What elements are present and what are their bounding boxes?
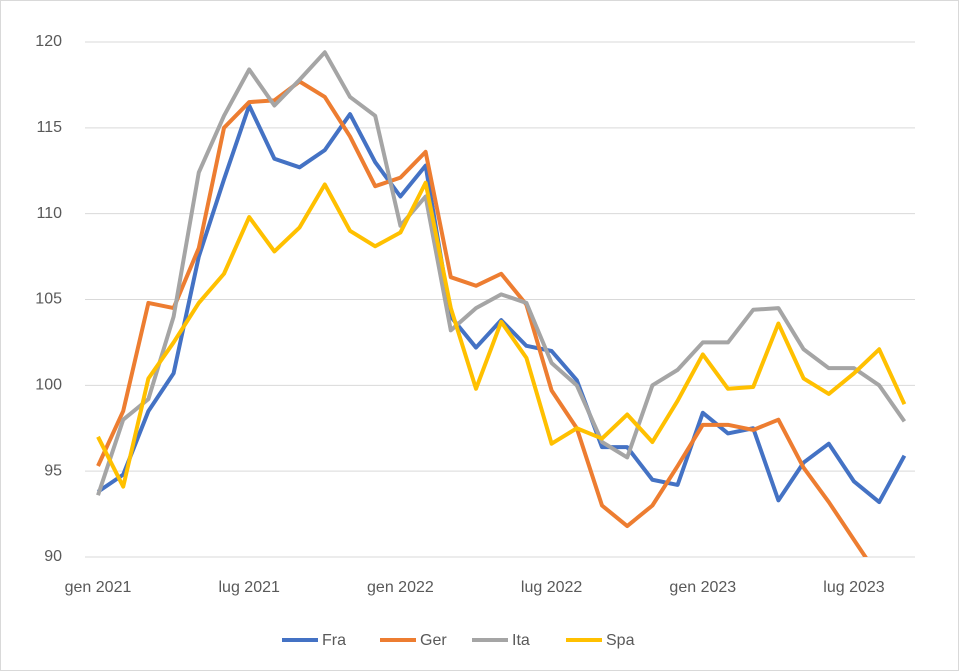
legend-label: Ger [420, 632, 447, 649]
legend-label: Ita [512, 632, 530, 649]
series-line [96, 180, 907, 489]
y-tick-label: 95 [44, 462, 62, 479]
x-tick-label: lug 2023 [823, 579, 884, 596]
series-group [96, 79, 868, 557]
legend-label: Spa [606, 632, 635, 649]
legend-label: Fra [322, 632, 346, 649]
y-tick-label: 90 [44, 548, 62, 565]
series-group [96, 180, 907, 489]
x-tick-label: gen 2021 [65, 579, 132, 596]
y-tick-label: 110 [36, 205, 62, 222]
series-line [96, 79, 868, 557]
y-tick-label: 120 [35, 33, 62, 50]
y-tick-label: 115 [36, 119, 62, 136]
x-tick-label: gen 2023 [669, 579, 736, 596]
x-tick-label: gen 2022 [367, 579, 434, 596]
series-line [96, 50, 907, 496]
y-tick-label: 105 [35, 291, 62, 308]
x-tick-label: lug 2021 [219, 579, 280, 596]
x-tick-label: lug 2022 [521, 579, 582, 596]
series-group [96, 50, 907, 496]
y-tick-label: 100 [35, 377, 62, 394]
